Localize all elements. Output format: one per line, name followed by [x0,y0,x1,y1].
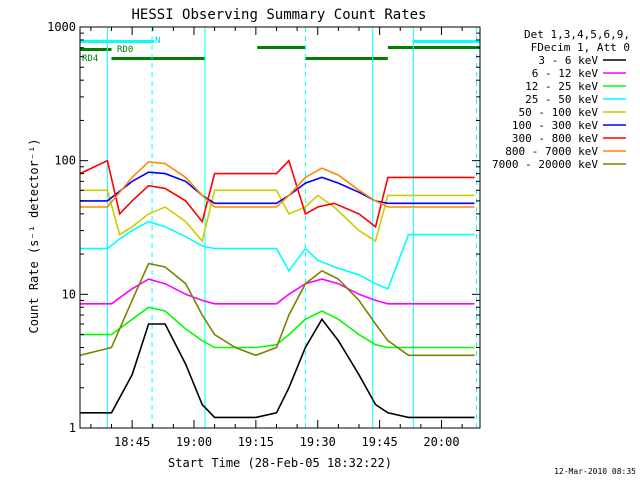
series-line-8 [80,160,475,208]
night-flag-bar [413,40,480,43]
rd0-flag-label: RD0 [117,45,133,55]
series-line-1 [80,317,475,419]
rd4-flag-bar [111,57,205,60]
x-tick-label: 19:15 [238,435,274,449]
legend-label: 100 - 300 keV [512,119,598,132]
x-axis-label: Start Time (28-Feb-05 18:32:22) [168,456,392,470]
y-tick-label: 100 [54,154,76,168]
x-tick-label: 20:00 [423,435,459,449]
legend-label: 6 - 12 keV [532,67,599,80]
marker-lines [106,27,478,428]
legend-label: 25 - 50 keV [525,93,598,106]
x-axis: 18:45 19:00 19:15 19:30 19:45 20:00 [90,27,463,449]
x-tick-label: 19:00 [176,435,212,449]
legend-label: 300 - 800 keV [512,132,598,145]
timestamp: 12-Mar-2010 08:35 [554,467,636,476]
night-flag-bar [80,40,155,43]
observing-flags: N RD0 RD4 [80,36,480,64]
series-line-4 [80,220,475,290]
rd4-flag-bar [387,46,480,49]
series-line-2 [80,278,475,305]
legend-header-2: FDecim 1, Att 0 [531,41,630,54]
legend-label: 12 - 25 keV [525,80,598,93]
legend-header-1: Det 1,3,4,5,6,9, [524,28,630,41]
rd4-flag-bar [305,57,388,60]
series-line-3 [80,306,475,349]
y-axis-label: Count Rate (s⁻¹ detector⁻¹) [27,138,41,333]
x-tick-label: 18:45 [114,435,150,449]
series-line-5 [80,189,475,243]
y-tick-label: 10 [62,287,76,301]
chart-title: HESSI Observing Summary Count Rates [131,7,426,23]
rd4-flag-bar [257,46,306,49]
legend: Det 1,3,4,5,6,9, FDecim 1, Att 0 3 - 6 k… [492,28,630,171]
x-tick-label: 19:45 [362,435,398,449]
series-line-9 [79,262,475,357]
y-tick-label: 1 [69,421,76,435]
series-line-6 [80,171,475,205]
y-axis: 1 10 100 1000 [47,20,480,435]
rd0-flag-bar [80,48,112,51]
x-tick-label: 19:30 [300,435,336,449]
rd4-flag-label: RD4 [82,54,98,64]
legend-label: 3 - 6 keV [538,54,598,67]
legend-label: 7000 - 20000 keV [492,158,598,171]
series-line-7 [79,159,475,229]
legend-label: 800 - 7000 keV [505,145,598,158]
y-tick-label: 1000 [47,20,76,34]
series-lines [79,159,475,419]
legend-label: 50 - 100 keV [519,106,599,119]
plot-frame [79,26,481,429]
night-flag-label: N [155,36,160,46]
